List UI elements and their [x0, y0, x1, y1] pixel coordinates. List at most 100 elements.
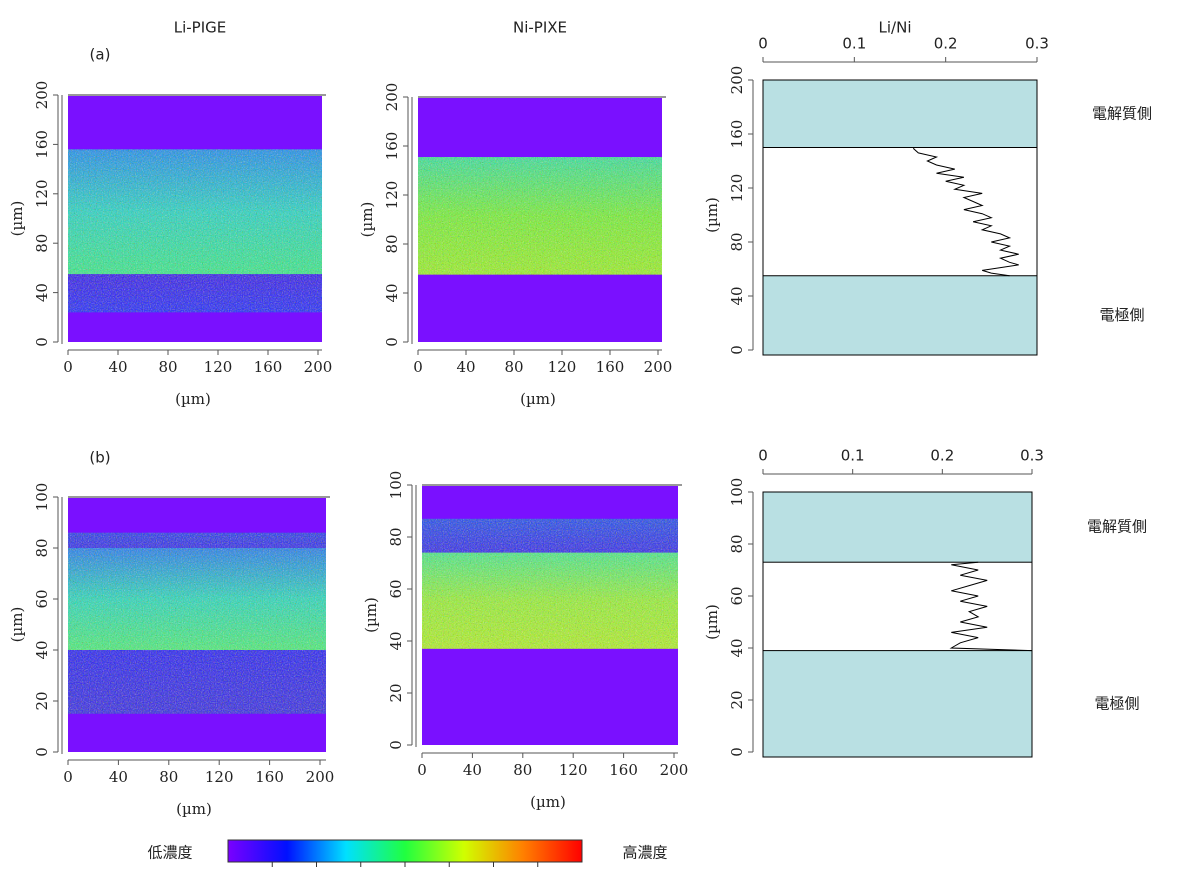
x-tick-label: 120 — [204, 358, 233, 376]
x-tick-label: 40 — [108, 358, 127, 376]
y-tick-label: 80 — [387, 527, 405, 546]
y-tick-label: 60 — [33, 589, 51, 608]
x-tick-label: 0 — [417, 761, 427, 779]
y-tick-label: 40 — [33, 283, 51, 302]
x-axis-label: (µm) — [175, 390, 211, 408]
y-tick-label: 0 — [33, 747, 51, 757]
y-tick-label: 200 — [33, 81, 51, 110]
y-axis-label: (µm) — [358, 202, 376, 238]
colorbar — [227, 839, 583, 863]
region — [762, 79, 1038, 148]
y-tick-label: 80 — [383, 234, 401, 253]
y-axis-label: (µm) — [703, 197, 721, 233]
y-tick-label: 120 — [33, 179, 51, 208]
column-title: Li-PIGE — [174, 19, 227, 37]
x-tick-label: 160 — [609, 761, 638, 779]
y-tick-label: 100 — [728, 478, 746, 507]
y-tick-label: 80 — [728, 232, 746, 251]
heatmap-speckle — [422, 552, 678, 649]
x-axis-label: (µm) — [520, 390, 556, 408]
y-tick-label: 160 — [383, 132, 401, 161]
x-tick-label: 200 — [660, 761, 689, 779]
y-tick-label: 200 — [383, 83, 401, 112]
x-tick-label: 0 — [758, 35, 768, 53]
y-tick-label: 80 — [33, 538, 51, 557]
x-tick-label: 120 — [205, 768, 234, 786]
y-tick-label: 20 — [33, 691, 51, 710]
heatmap-speckle — [68, 274, 322, 313]
y-axis-label: (µm) — [8, 201, 26, 237]
region — [762, 491, 1033, 563]
x-tick-label: 160 — [254, 358, 283, 376]
heatmap-chart: Ni-PIXE 0 40 80 120 160 200 (µm) 0 40 80 120 160 200 (… — [358, 19, 672, 409]
x-tick-label: 0 — [63, 768, 73, 786]
y-tick-label: 40 — [728, 638, 746, 657]
y-tick-label: 40 — [728, 286, 746, 305]
x-tick-label: 80 — [504, 358, 523, 376]
y-tick-label: 20 — [387, 683, 405, 702]
region-label: 電解質側 — [1092, 104, 1152, 122]
x-tick-label: 0 — [758, 447, 768, 465]
column-title: Li/Ni — [879, 19, 912, 37]
x-tick-label: 80 — [513, 761, 532, 779]
y-tick-label: 80 — [728, 534, 746, 553]
x-tick-label: 160 — [255, 768, 284, 786]
y-tick-label: 0 — [383, 337, 401, 347]
y-tick-label: 40 — [33, 640, 51, 659]
x-tick-label: 0.1 — [841, 447, 865, 465]
x-tick-label: 120 — [559, 761, 588, 779]
heatmap-chart: (b) 0 40 80 120 160 200 (µm) 0 20 40 60 80 100 (µm) — [8, 449, 334, 819]
y-axis-label: (µm) — [8, 607, 26, 643]
y-tick-label: 60 — [728, 586, 746, 605]
y-tick-label: 40 — [387, 631, 405, 650]
x-tick-label: 40 — [109, 768, 128, 786]
y-tick-label: 120 — [728, 174, 746, 203]
region-label: 電極側 — [1099, 306, 1144, 324]
x-tick-label: 0 — [63, 358, 73, 376]
x-tick-label: 80 — [159, 768, 178, 786]
region — [762, 650, 1033, 758]
region-label: 電解質側 — [1087, 518, 1147, 536]
y-tick-label: 0 — [33, 337, 51, 347]
plot-frame — [762, 491, 1033, 758]
heatmap-chart: 0 40 80 120 160 200 (µm) 0 20 40 60 80 100 (µm) — [362, 471, 688, 811]
x-tick-label: 200 — [644, 358, 673, 376]
panel-label: (b) — [89, 449, 110, 467]
x-tick-label: 0.2 — [934, 35, 958, 53]
x-tick-label: 0 — [413, 358, 423, 376]
x-tick-label: 200 — [304, 358, 333, 376]
heatmap-speckle — [68, 149, 322, 275]
y-tick-label: 20 — [728, 690, 746, 709]
plot-frame — [762, 79, 1038, 356]
heatmap-speckle — [422, 518, 678, 553]
y-tick-label: 100 — [33, 483, 51, 512]
x-tick-label: 40 — [463, 761, 482, 779]
y-tick-label: 60 — [387, 579, 405, 598]
x-tick-label: 0.2 — [930, 447, 954, 465]
y-tick-label: 0 — [387, 740, 405, 750]
y-tick-label: 0 — [728, 747, 746, 757]
column-title: Ni-PIXE — [513, 19, 567, 37]
heatmap-chart: Li-PIGE (a) 0 40 80 120 160 200 (µm) 0 40 80 120 160 2… — [8, 19, 332, 409]
profile-line — [949, 561, 1033, 652]
profile-line — [913, 147, 1019, 277]
y-tick-label: 160 — [33, 130, 51, 159]
y-tick-label: 200 — [728, 66, 746, 95]
y-tick-label: 100 — [387, 471, 405, 500]
y-tick-label: 80 — [33, 234, 51, 253]
heatmap-speckle — [68, 650, 326, 714]
x-tick-label: 0.3 — [1025, 35, 1049, 53]
x-tick-label: 200 — [306, 768, 335, 786]
region-label: 電極側 — [1094, 694, 1139, 712]
x-tick-label: 160 — [596, 358, 625, 376]
region — [762, 275, 1038, 356]
y-tick-label: 120 — [383, 181, 401, 210]
heatmap-speckle — [68, 548, 326, 650]
panel-label: (a) — [90, 46, 111, 64]
x-axis-label: (µm) — [530, 793, 566, 811]
x-tick-label: 120 — [548, 358, 577, 376]
x-tick-label: 0.1 — [842, 35, 866, 53]
